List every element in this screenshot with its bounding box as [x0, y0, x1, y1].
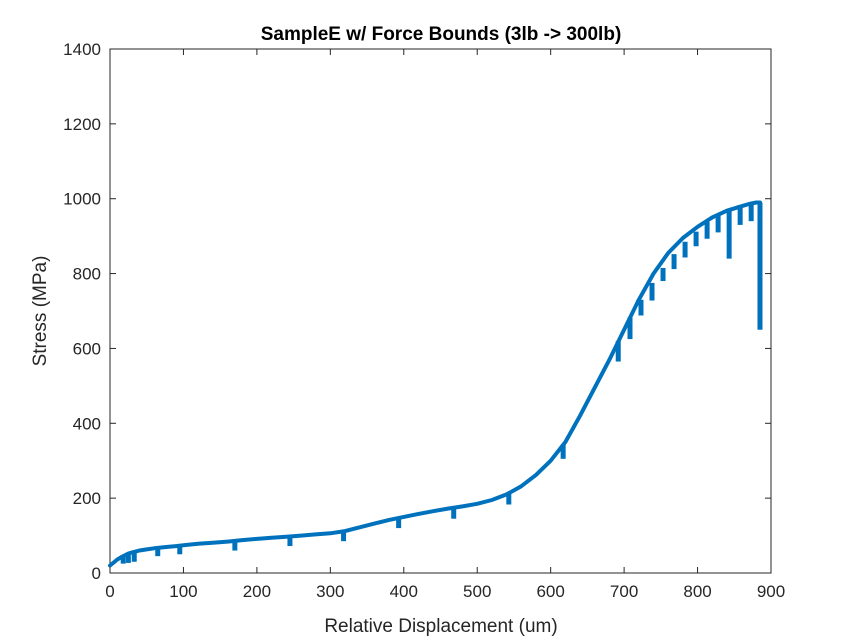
y-tick-label: 1000: [63, 190, 101, 209]
x-tick-label: 900: [757, 582, 785, 601]
x-tick-label: 700: [610, 582, 638, 601]
x-tick-label: 100: [169, 582, 197, 601]
chart-title: SampleE w/ Force Bounds (3lb -> 300lb): [261, 24, 622, 45]
x-tick-label: 300: [316, 582, 344, 601]
y-tick-label: 600: [73, 339, 101, 358]
x-tick-label: 400: [390, 582, 418, 601]
y-tick-label: 800: [73, 265, 101, 284]
y-tick-label: 400: [73, 414, 101, 433]
plot-area: [108, 48, 772, 574]
y-tick-label: 0: [92, 564, 101, 583]
x-tick-label: 500: [463, 582, 491, 601]
y-tick-label: 1400: [63, 40, 101, 59]
x-axis-label: Relative Displacement (um): [324, 616, 557, 637]
x-tick-label: 0: [105, 582, 114, 601]
y-axis-ticks: 0 200 400 600 800 1000 1200 1400: [63, 40, 771, 583]
x-tick-label: 600: [536, 582, 564, 601]
x-tick-label: 800: [683, 582, 711, 601]
series-layer: [108, 200, 762, 568]
y-tick-label: 200: [73, 489, 101, 508]
plot-frame: [109, 48, 772, 574]
unload-drops-layer: [120, 202, 763, 564]
series-line: [108, 200, 762, 568]
y-tick-label: 1200: [63, 115, 101, 134]
x-axis-ticks: 0 100 200 300 400 500 600 700 800 900: [105, 49, 785, 601]
x-tick-label: 200: [243, 582, 271, 601]
y-axis-label: Stress (MPa): [30, 256, 51, 367]
